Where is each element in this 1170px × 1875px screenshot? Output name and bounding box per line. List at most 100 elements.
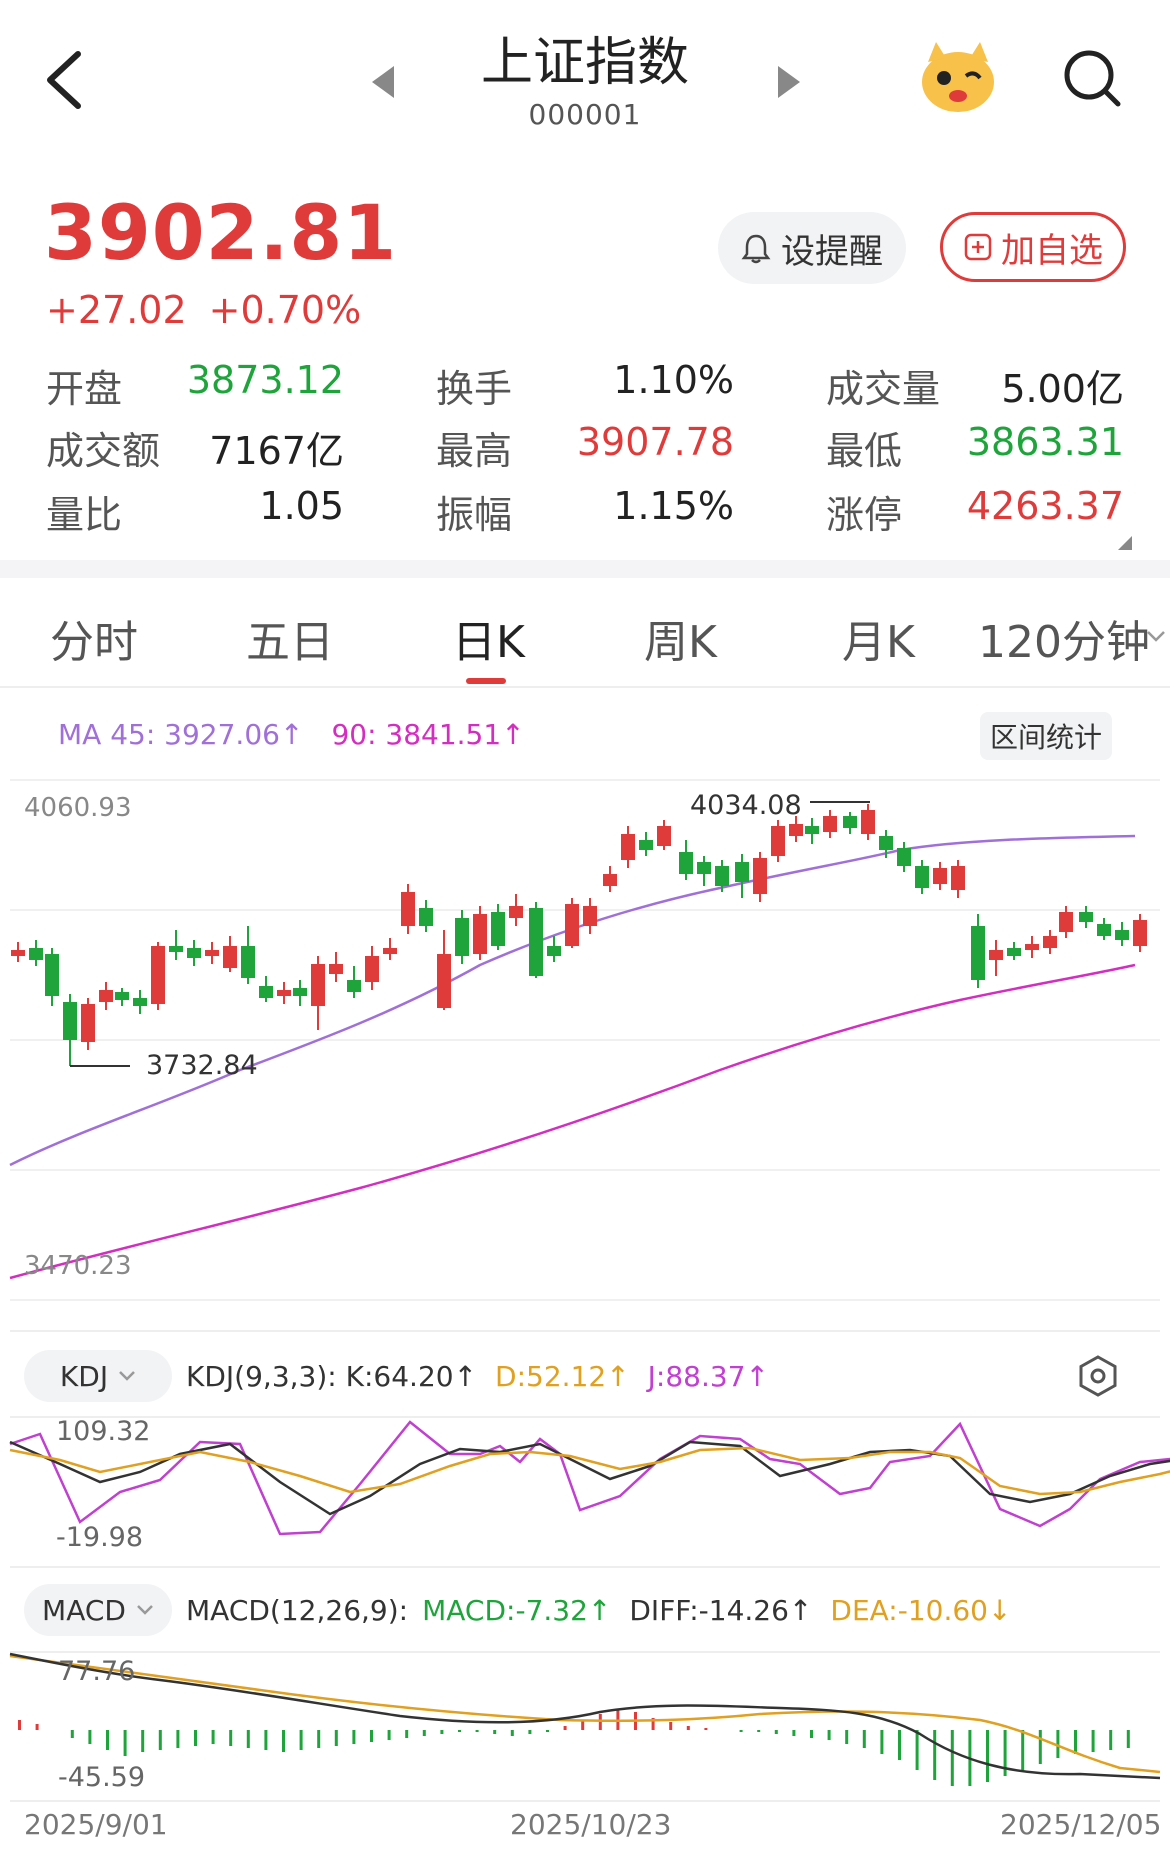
stat-value: 5.00亿 <box>1001 367 1124 411</box>
macd-selector[interactable]: MACD <box>24 1584 172 1636</box>
candle-body <box>1059 912 1073 932</box>
set-reminder-label: 设提醒 <box>781 231 883 272</box>
candle-body <box>843 816 857 828</box>
macd-bar <box>774 1730 778 1734</box>
stat-value: 3873.12 <box>186 358 344 402</box>
macd-bar <box>264 1730 268 1750</box>
kdj-chart[interactable]: 109.32 -19.98 <box>0 1414 1170 1564</box>
ma-legend: MA 45: 3927.06↑ 90: 3841.51↑ <box>58 718 525 751</box>
back-icon[interactable] <box>40 48 90 112</box>
candle-body <box>81 1004 95 1042</box>
kdj-selector-label: KDJ <box>59 1359 109 1393</box>
kdj-k: K:64.20↑ <box>345 1360 478 1393</box>
tab-3[interactable]: 周K <box>644 617 717 668</box>
bell-icon <box>741 234 771 264</box>
stat-label: 涨停 <box>826 493 903 537</box>
tab-0[interactable]: 分时 <box>50 617 138 668</box>
kdj-axis-top: 109.32 <box>56 1416 150 1447</box>
candle-body <box>971 926 985 980</box>
candle-body <box>99 990 113 1002</box>
candle-body <box>329 964 343 974</box>
stat-label: 最高 <box>436 429 513 473</box>
next-stock-icon[interactable] <box>778 66 800 98</box>
candle-body <box>603 874 617 886</box>
range-stats-button[interactable]: 区间统计 <box>980 712 1112 760</box>
macd-bar <box>317 1730 321 1748</box>
macd-bar <box>528 1730 532 1734</box>
page-title: 上证指数 <box>480 33 689 93</box>
macd-diff-line <box>9 1652 1161 1780</box>
kline-chart[interactable]: 4060.93 3470.23 4034.08 3732.84 <box>0 770 1170 1330</box>
macd-bar <box>792 1730 796 1736</box>
stat-label: 开盘 <box>46 367 123 411</box>
macd-bar <box>440 1730 444 1734</box>
candle-body <box>897 848 911 866</box>
tab-4[interactable]: 月K <box>842 617 915 668</box>
tab-2[interactable]: 日K <box>452 617 525 668</box>
tab-1[interactable]: 五日 <box>246 617 334 668</box>
candle-body <box>1079 912 1093 922</box>
candle-body <box>509 906 523 918</box>
macd-bar <box>282 1730 285 1752</box>
macd-dea-line <box>9 1654 1161 1774</box>
macd-bar <box>1091 1730 1095 1752</box>
macd-bar <box>123 1730 127 1756</box>
search-icon[interactable] <box>1062 48 1122 108</box>
ma90-value: 90: 3841.51↑ <box>331 718 525 751</box>
candle-body <box>735 862 749 882</box>
set-reminder-button[interactable]: 设提醒 <box>718 212 906 284</box>
macd-bar <box>686 1726 690 1730</box>
candle-body <box>805 826 819 834</box>
macd-bar <box>1003 1730 1007 1776</box>
stat-value: 1.15% <box>613 484 734 528</box>
macd-chart[interactable]: 77.76 -45.59 <box>0 1650 1170 1800</box>
stat-value: 1.05 <box>259 484 344 528</box>
macd-bar <box>898 1730 901 1760</box>
candle-body <box>365 956 379 982</box>
panel-divider <box>10 1330 1160 1332</box>
macd-axis-top: 77.76 <box>58 1656 135 1687</box>
plus-box-icon <box>964 233 992 261</box>
chevron-down-icon[interactable] <box>1146 630 1166 644</box>
candle-body <box>1025 944 1039 950</box>
candle-body <box>1115 930 1129 940</box>
macd-bar <box>158 1730 162 1750</box>
macd-bar <box>1074 1730 1077 1754</box>
add-watchlist-button[interactable]: 加自选 <box>940 212 1126 282</box>
tab-5[interactable]: 120分钟 <box>978 617 1150 668</box>
candle-body <box>169 946 183 952</box>
kdj-axis-bottom: -19.98 <box>56 1522 143 1553</box>
macd-bar <box>704 1728 708 1730</box>
kdj-selector[interactable]: KDJ <box>24 1350 172 1402</box>
kdj-params: KDJ(9,3,3): <box>186 1360 337 1393</box>
ma45-value: MA 45: 3927.06↑ <box>58 718 304 751</box>
macd-bar <box>880 1730 884 1754</box>
candle-body <box>715 866 729 886</box>
stat-value: 4263.37 <box>966 484 1124 528</box>
candle-body <box>293 988 307 996</box>
macd-bar <box>757 1730 761 1732</box>
candle-body <box>933 868 947 884</box>
candle-body <box>621 834 635 860</box>
macd-bar <box>299 1730 303 1750</box>
stat-value: 1.10% <box>613 358 734 402</box>
macd-bar <box>176 1730 180 1748</box>
macd-bar <box>581 1720 585 1730</box>
candle-body <box>861 810 875 834</box>
candle-body <box>133 998 147 1006</box>
macd-bar <box>810 1730 813 1738</box>
macd-bar <box>510 1730 514 1736</box>
settings-icon[interactable] <box>1076 1354 1120 1398</box>
tabs-divider <box>0 686 1170 688</box>
expand-corner-icon[interactable] <box>1118 536 1132 550</box>
candle-body <box>679 852 693 874</box>
price-change: +27.02 +0.70% <box>46 288 383 332</box>
mascot-icon[interactable] <box>918 40 998 114</box>
macd-bar <box>246 1730 250 1748</box>
macd-bar <box>739 1730 743 1732</box>
axis-top-label: 4060.93 <box>24 793 132 823</box>
kdj-d-line <box>9 1446 1170 1496</box>
macd-bar <box>106 1730 109 1750</box>
date-label-end: 2025/12/05 <box>1000 1808 1162 1841</box>
prev-stock-icon[interactable] <box>372 66 394 98</box>
